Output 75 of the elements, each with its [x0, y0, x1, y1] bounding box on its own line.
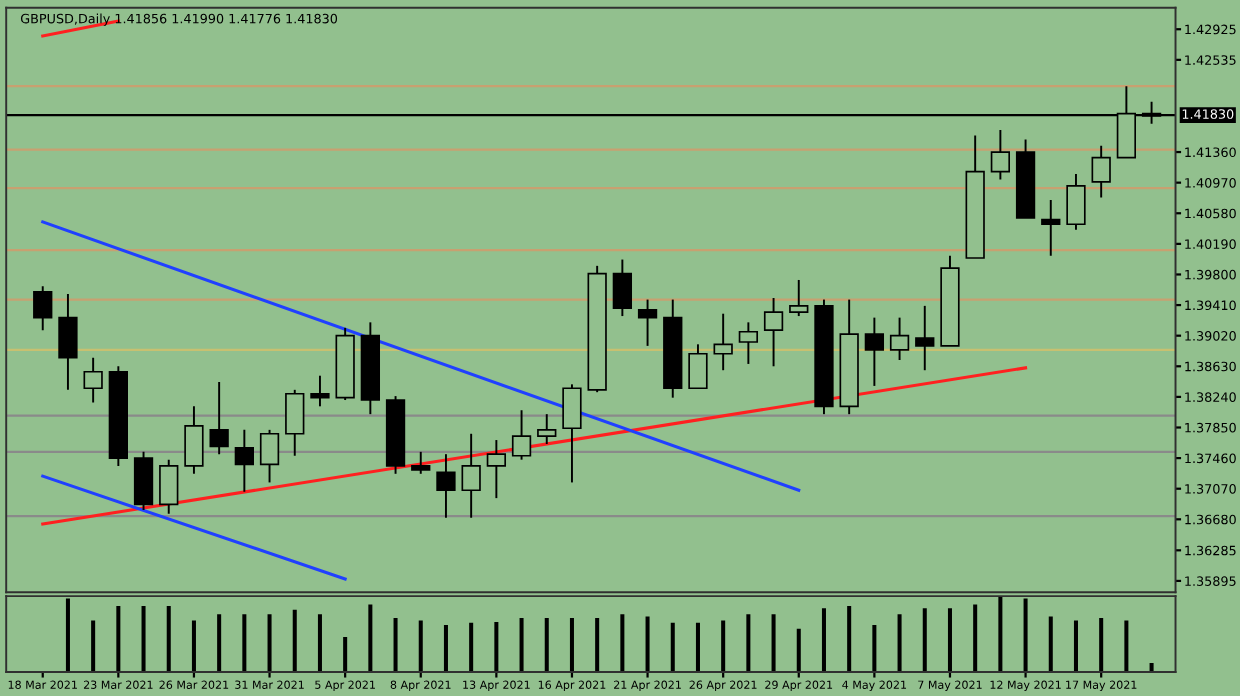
candlestick [789, 278, 809, 318]
bar [393, 618, 398, 672]
candlestick [259, 428, 280, 484]
bar [267, 614, 272, 672]
bar [796, 628, 801, 672]
bar [922, 608, 927, 672]
candlestick [562, 383, 582, 484]
bar [469, 622, 474, 672]
candlestick [285, 388, 305, 457]
candlestick [915, 304, 935, 372]
bar [191, 620, 196, 672]
bar [65, 598, 70, 672]
bar [973, 604, 978, 672]
bar [1048, 616, 1053, 672]
bar [1099, 618, 1104, 672]
bar [569, 618, 574, 672]
candlestick [738, 321, 759, 365]
bar [872, 624, 877, 672]
candlestick [990, 129, 1011, 181]
bar [519, 618, 524, 672]
bar [847, 605, 852, 672]
candlestick [133, 450, 154, 511]
candlestick [184, 405, 204, 475]
bar [821, 608, 826, 672]
bar [443, 624, 448, 672]
bar [494, 621, 499, 672]
bar [544, 618, 549, 672]
candlestick [637, 298, 658, 347]
candlestick [889, 316, 910, 361]
candlestick [1041, 198, 1061, 257]
bar [721, 620, 726, 672]
candlestick [83, 356, 103, 404]
bar [166, 605, 171, 672]
candlestick [58, 293, 78, 391]
candlestick [159, 458, 179, 515]
bar [242, 614, 247, 672]
bar [91, 620, 96, 672]
candlestick [486, 439, 507, 500]
bar [116, 605, 121, 672]
bar [217, 614, 222, 672]
bar [746, 614, 751, 672]
candlestick [612, 258, 633, 318]
bar [670, 622, 675, 672]
bar [292, 609, 297, 672]
candlestick [411, 450, 431, 475]
bar [595, 618, 600, 672]
bar [620, 614, 625, 672]
candlestick [537, 413, 557, 445]
candlestick [763, 297, 784, 368]
bar [947, 608, 952, 672]
bar [141, 605, 146, 672]
candlestick [1066, 173, 1086, 231]
bar [1023, 598, 1028, 672]
bar [368, 604, 373, 672]
candlestick [511, 409, 532, 461]
bar [343, 637, 348, 672]
bar [645, 616, 650, 672]
candlestick [234, 428, 255, 493]
bar [1073, 620, 1078, 672]
bar [695, 622, 700, 672]
candlestick [1091, 144, 1111, 199]
candlestick [436, 453, 456, 519]
candlestick [310, 374, 330, 408]
bar [897, 614, 902, 672]
bar [317, 614, 322, 672]
bar [771, 614, 776, 672]
bar [418, 620, 423, 672]
bar [1124, 620, 1129, 672]
candlestick [209, 381, 229, 456]
bar [998, 596, 1003, 672]
candlestick [688, 343, 708, 390]
candlestick [33, 285, 53, 332]
candlestick [461, 432, 481, 519]
candlestick [864, 316, 885, 387]
candlestick [713, 312, 733, 372]
